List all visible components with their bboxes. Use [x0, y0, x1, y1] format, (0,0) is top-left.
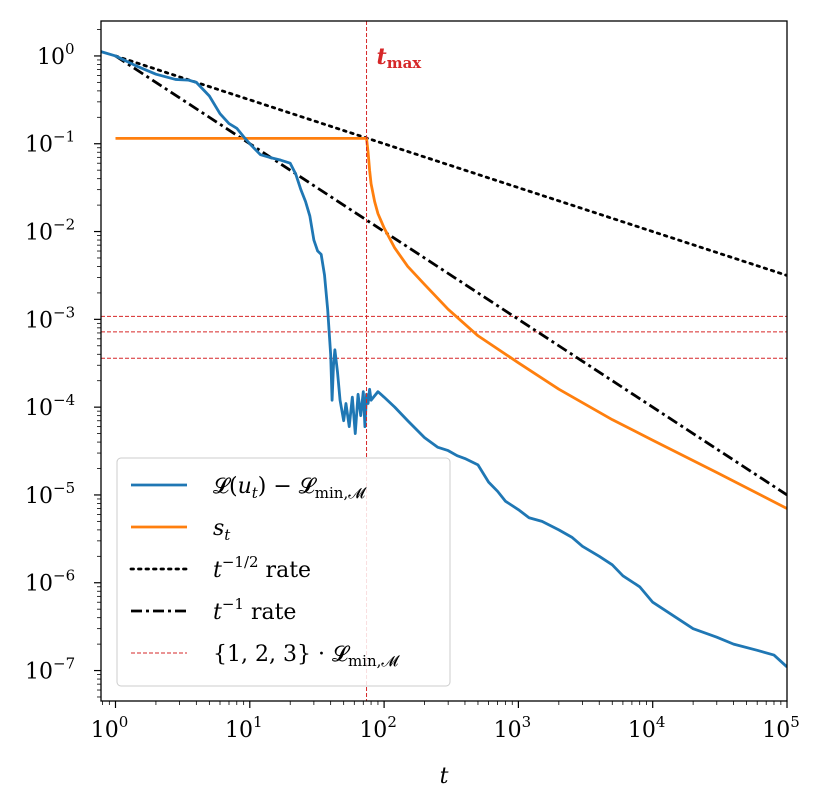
series-line-3 [114, 54, 787, 277]
tmax-label: tmax [377, 44, 423, 72]
x-tick-label: 103 [494, 713, 532, 743]
y-tick-label: 10−6 [25, 567, 75, 597]
plot-frame [100, 20, 788, 702]
legend-label-1: 𝓛(ut​) − 𝓛min,𝓜 [213, 474, 367, 502]
y-tick-label: 100 [37, 40, 75, 70]
y-tick-label: 10−3 [25, 303, 75, 333]
legend-label-2: st​ [213, 516, 231, 544]
y-tick-label: 10−7 [25, 655, 75, 685]
series-group [101, 50, 787, 668]
x-axis: 100 101 102 103 104 105 [91, 701, 800, 743]
y-tick-label: 10−2 [25, 216, 75, 246]
legend-label-5: {1, 2, 3} · 𝓛min,𝓜 [213, 642, 400, 670]
tmax-annotation: tmax [377, 44, 423, 72]
y-tick-label: 10−1 [25, 128, 75, 158]
y-tick-label: 10−4 [25, 391, 75, 421]
hline-group [101, 315, 787, 359]
series-line-1 [101, 50, 787, 668]
x-tick-label: 101 [225, 713, 263, 743]
x-tick-label: 105 [762, 713, 800, 743]
legend-label-3: t−1/2​ rate [213, 553, 311, 583]
x-tick-label: 102 [359, 713, 397, 743]
x-tick-label: 100 [91, 713, 129, 743]
y-axis: 100 10−1 10−2 10−3 10−4 10−5 10−6 10−7 [25, 29, 101, 698]
x-tick-label: 104 [628, 713, 666, 743]
y-tick-label: 10−5 [25, 479, 75, 509]
series-line-2 [115, 137, 787, 510]
legend-label-4: t−1​ rate [213, 595, 296, 625]
legend-box [116, 457, 451, 687]
x-axis-label: t [440, 764, 449, 789]
series-line-4 [114, 54, 787, 497]
legend: 𝓛(ut​) − 𝓛min,𝓜 st​ t−1/2​ rate t−1​ rate {1… [116, 457, 451, 687]
